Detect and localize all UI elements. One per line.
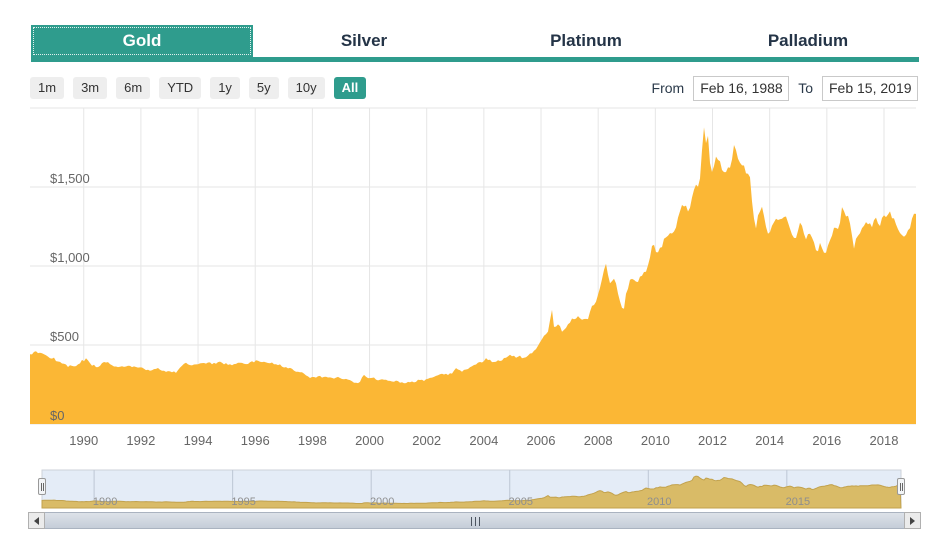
svg-text:2016: 2016 bbox=[812, 433, 841, 448]
svg-text:2018: 2018 bbox=[870, 433, 899, 448]
range-button-all[interactable]: All bbox=[333, 77, 367, 99]
date-range-controls: From To bbox=[652, 75, 918, 101]
tab-palladium[interactable]: Palladium bbox=[697, 25, 919, 57]
scrollbar-grip-icon bbox=[470, 517, 480, 526]
svg-text:1994: 1994 bbox=[184, 433, 213, 448]
tab-silver-label: Silver bbox=[340, 31, 388, 50]
range-button-10y[interactable]: 10y bbox=[287, 77, 325, 99]
range-button-5y[interactable]: 5y bbox=[248, 77, 279, 99]
range-button-3m[interactable]: 3m bbox=[73, 77, 108, 99]
navigator-left-handle-icon[interactable] bbox=[38, 478, 46, 495]
svg-text:$500: $500 bbox=[50, 329, 79, 344]
scrollbar-right-arrow-icon bbox=[910, 516, 915, 525]
tab-platinum-label: Platinum bbox=[550, 31, 622, 50]
chart-scrollbar bbox=[28, 512, 921, 529]
svg-text:2008: 2008 bbox=[584, 433, 613, 448]
svg-text:2005: 2005 bbox=[508, 496, 532, 508]
svg-text:1992: 1992 bbox=[126, 433, 155, 448]
svg-text:1990: 1990 bbox=[93, 496, 117, 508]
scrollbar-left-arrow-icon bbox=[34, 516, 39, 525]
svg-text:2006: 2006 bbox=[527, 433, 556, 448]
svg-text:2000: 2000 bbox=[355, 433, 384, 448]
svg-text:2010: 2010 bbox=[647, 496, 671, 508]
svg-text:2015: 2015 bbox=[786, 496, 810, 508]
tab-gold[interactable]: Gold bbox=[31, 25, 253, 57]
svg-text:1996: 1996 bbox=[241, 433, 270, 448]
navigator-axis-labels: 1990 1995 2000 2005 2010 2015 bbox=[93, 496, 810, 508]
from-label: From bbox=[651, 80, 685, 96]
navigator-area-series bbox=[41, 475, 902, 509]
navigator-chart[interactable]: 1990 1995 2000 2005 2010 2015 bbox=[0, 468, 933, 512]
chart-controls: 1m 3m 6m YTD 1y 5y 10y All From To bbox=[0, 75, 933, 101]
y-axis-labels: $1,500 $1,000 $500 $0 bbox=[50, 171, 90, 423]
svg-text:1990: 1990 bbox=[69, 433, 98, 448]
tab-silver[interactable]: Silver bbox=[253, 25, 475, 57]
svg-text:2012: 2012 bbox=[698, 433, 727, 448]
scrollbar-left-button[interactable] bbox=[28, 512, 45, 529]
chart-navigator: 1990 1995 2000 2005 2010 2015 bbox=[0, 468, 933, 512]
svg-text:1998: 1998 bbox=[298, 433, 327, 448]
range-button-ytd[interactable]: YTD bbox=[159, 77, 202, 99]
svg-text:2000: 2000 bbox=[370, 496, 394, 508]
to-date-input[interactable] bbox=[822, 75, 918, 101]
range-button-6m[interactable]: 6m bbox=[116, 77, 151, 99]
svg-text:2004: 2004 bbox=[469, 433, 498, 448]
to-label: To bbox=[798, 80, 813, 96]
scrollbar-right-button[interactable] bbox=[904, 512, 921, 529]
svg-text:$1,000: $1,000 bbox=[50, 250, 90, 265]
navigator-right-handle-icon[interactable] bbox=[897, 478, 905, 495]
svg-text:2010: 2010 bbox=[641, 433, 670, 448]
tabs-underline bbox=[31, 57, 919, 62]
svg-text:$0: $0 bbox=[50, 408, 64, 423]
tab-palladium-label: Palladium bbox=[767, 31, 849, 50]
svg-text:2002: 2002 bbox=[412, 433, 441, 448]
range-button-1y[interactable]: 1y bbox=[210, 77, 240, 99]
metal-tabs: Gold Silver Platinum Palladium bbox=[31, 25, 919, 57]
main-price-chart[interactable]: $1,500 $1,000 $500 $0 1990 1992 1994 1996 1998 20… bbox=[0, 104, 933, 456]
svg-text:$1,500: $1,500 bbox=[50, 171, 90, 186]
gold-area-series bbox=[30, 127, 916, 425]
range-buttons: 1m 3m 6m YTD 1y 5y 10y All bbox=[30, 75, 367, 101]
x-axis-labels: 1990 1992 1994 1996 1998 2000 2002 2004 2006 2008… bbox=[69, 433, 898, 448]
tab-gold-label: Gold bbox=[122, 31, 162, 50]
from-date-input[interactable] bbox=[693, 75, 790, 101]
tab-platinum[interactable]: Platinum bbox=[475, 25, 697, 57]
range-button-1m[interactable]: 1m bbox=[30, 77, 65, 99]
scrollbar-thumb[interactable] bbox=[45, 512, 904, 529]
svg-text:2014: 2014 bbox=[755, 433, 784, 448]
svg-text:1995: 1995 bbox=[231, 496, 255, 508]
